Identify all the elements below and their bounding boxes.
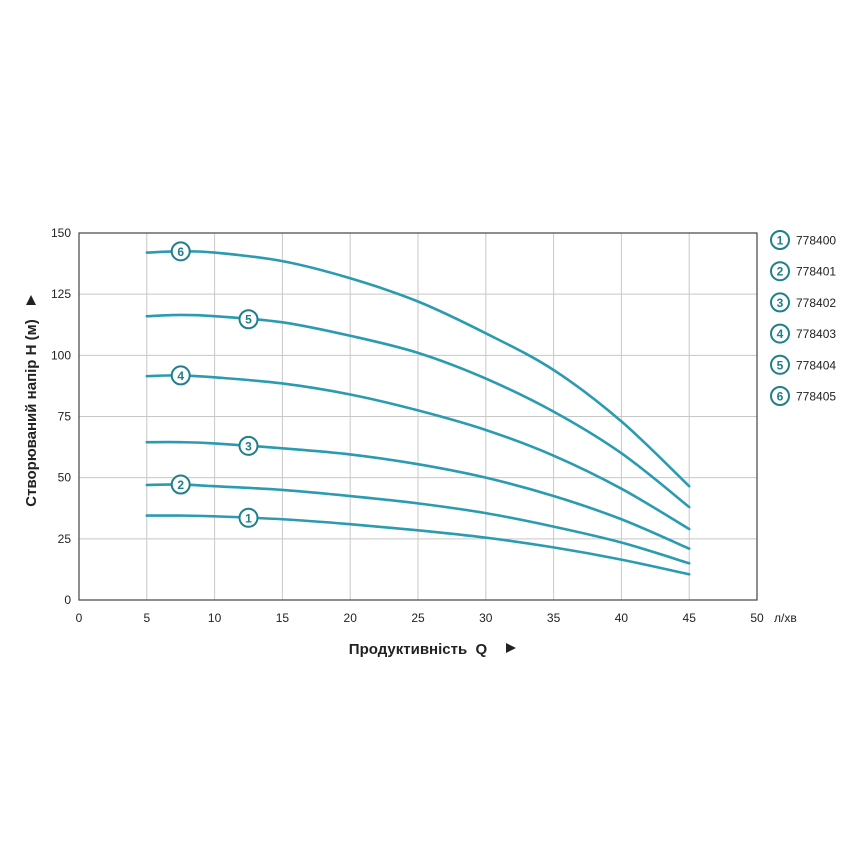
y-tick-label: 25 bbox=[58, 532, 72, 546]
x-tick-label: 5 bbox=[143, 611, 150, 625]
series-marker-label: 4 bbox=[177, 369, 184, 383]
legend-label: 778405 bbox=[796, 390, 836, 404]
legend-marker-label: 5 bbox=[777, 358, 784, 372]
x-tick-label: 0 bbox=[76, 611, 83, 625]
legend-item: 5 778404 bbox=[770, 354, 836, 375]
y-tick-label: 100 bbox=[51, 348, 71, 362]
legend-marker-label: 3 bbox=[777, 296, 784, 310]
legend-label: 778404 bbox=[796, 358, 836, 372]
legend-marker-label: 1 bbox=[777, 234, 784, 248]
y-tick-label: 0 bbox=[64, 593, 71, 607]
legend-marker bbox=[770, 386, 790, 406]
x-tick-label: 15 bbox=[276, 611, 290, 625]
series-marker-label: 2 bbox=[177, 478, 184, 492]
y-tick-label: 150 bbox=[51, 226, 71, 240]
x-tick-label: 35 bbox=[547, 611, 561, 625]
legend-marker-label: 2 bbox=[777, 265, 784, 279]
series-line-2 bbox=[145, 483, 691, 565]
y-axis-label: Створюваний напір H (м) bbox=[23, 319, 40, 506]
series-line-4 bbox=[145, 374, 691, 531]
legend-marker bbox=[770, 292, 790, 313]
legend-label: 778402 bbox=[796, 296, 836, 310]
x-tick-label: 40 bbox=[615, 611, 629, 625]
y-tick-label: 75 bbox=[58, 410, 72, 424]
x-tick-label: 30 bbox=[479, 611, 493, 625]
series-marker-label: 3 bbox=[245, 439, 252, 453]
legend-label: 778400 bbox=[796, 234, 836, 248]
series-line-6 bbox=[145, 250, 691, 488]
series-marker-label: 5 bbox=[245, 313, 252, 327]
legend-item: 4 778403 bbox=[770, 323, 836, 344]
legend-item: 1 778400 bbox=[770, 230, 836, 250]
x-tick-label: 45 bbox=[683, 611, 697, 625]
series-marker-2 bbox=[170, 474, 191, 495]
x-tick-label: 25 bbox=[411, 611, 425, 625]
legend-marker bbox=[770, 354, 790, 375]
series-marker-3 bbox=[238, 435, 259, 456]
series-line-1 bbox=[145, 514, 691, 576]
legend-marker-label: 4 bbox=[777, 327, 784, 341]
y-tick-label: 125 bbox=[51, 287, 71, 301]
legend-marker bbox=[770, 261, 790, 282]
legend-marker bbox=[770, 230, 790, 250]
legend-marker bbox=[770, 323, 790, 344]
series-marker-5 bbox=[238, 309, 259, 330]
y-axis-arrow-icon bbox=[26, 295, 36, 305]
x-axis-arrow-icon bbox=[506, 643, 516, 653]
x-tick-label: 10 bbox=[208, 611, 222, 625]
legend-item: 3 778402 bbox=[770, 292, 836, 313]
series-line-3 bbox=[145, 440, 691, 550]
y-tick-label: 50 bbox=[58, 471, 72, 485]
x-axis-unit: л/хв bbox=[774, 611, 797, 625]
grid bbox=[79, 233, 757, 600]
series-lines bbox=[145, 250, 691, 576]
series-line-5 bbox=[145, 313, 691, 509]
x-tick-label: 50 bbox=[750, 611, 764, 625]
legend-item: 2 778401 bbox=[770, 261, 836, 282]
x-axis-label: Продуктивність Q bbox=[349, 641, 488, 658]
series-marker-label: 1 bbox=[245, 511, 252, 525]
series-marker-label: 6 bbox=[177, 245, 184, 259]
plot-frame bbox=[78, 232, 758, 601]
legend-label: 778403 bbox=[796, 327, 836, 341]
axes bbox=[78, 232, 758, 601]
series-marker-4 bbox=[170, 365, 191, 386]
series-markers: 1 2 3 4 5 6 bbox=[170, 241, 259, 528]
series-marker-1 bbox=[238, 507, 259, 528]
legend-item: 6 778405 bbox=[770, 386, 836, 406]
legend-marker-label: 6 bbox=[777, 390, 784, 404]
x-tick-label: 20 bbox=[344, 611, 358, 625]
series-marker-6 bbox=[170, 241, 191, 262]
legend: 1 778400 2 778401 3 778402 4 778403 5 778404 6 7784… bbox=[770, 230, 836, 406]
legend-label: 778401 bbox=[796, 265, 836, 279]
